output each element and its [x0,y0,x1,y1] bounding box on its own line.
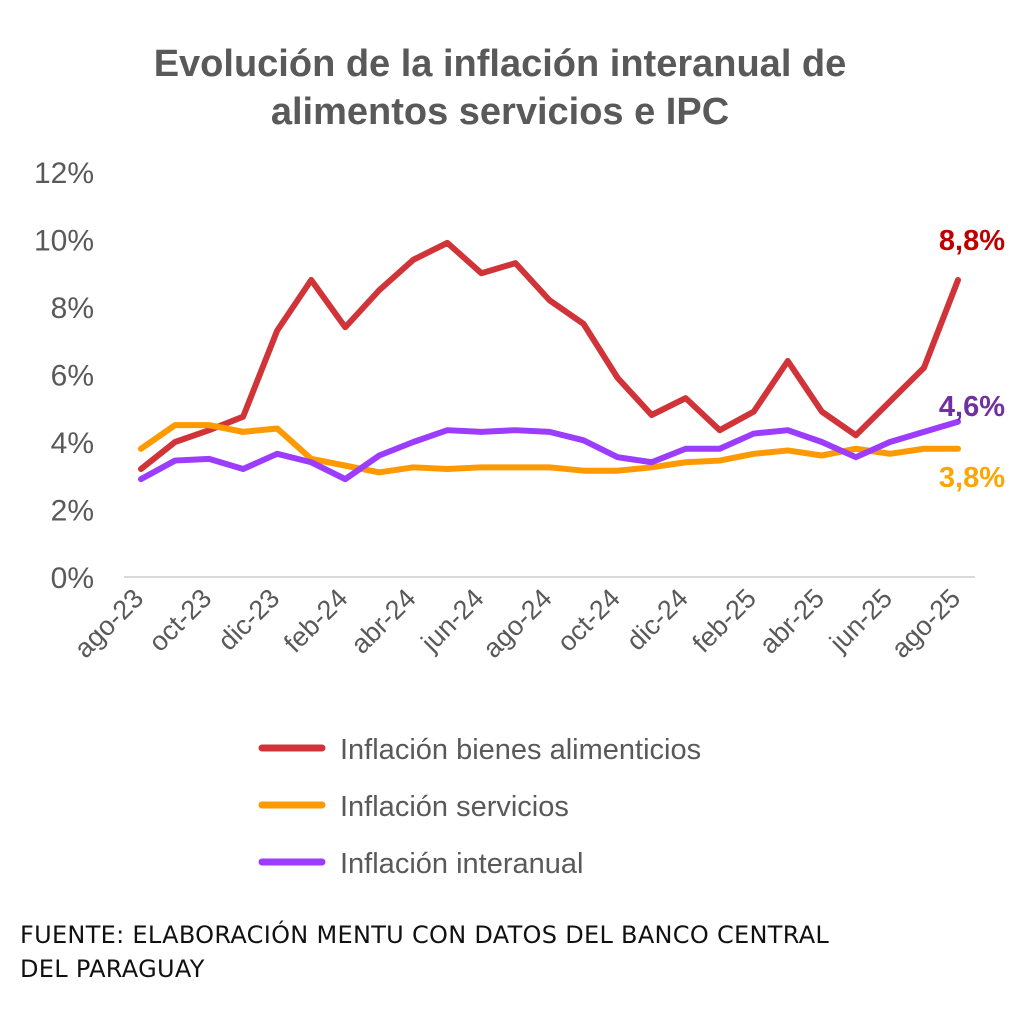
x-tick-label: ago-23 [69,583,150,664]
x-tick-label: jun-24 [415,583,490,658]
x-tick-label: oct-23 [143,583,217,657]
x-tick-label: dic-23 [212,583,285,656]
source-line-1: FUENTE: ELABORACIÓN MENTU CON DATOS DEL … [20,921,830,949]
legend-label: Inflación interanual [340,848,583,880]
end-value-label: 4,6% [939,391,1005,423]
x-tick-label: ago-24 [477,583,558,664]
y-tick-label: 12% [34,157,94,190]
y-tick-label: 4% [51,427,94,460]
x-tick-label: feb-24 [278,583,353,658]
legend-label: Inflación bienes alimenticios [340,734,701,766]
chart-title: Evolución de la inflación interanual de … [0,40,1000,136]
chart-title-line-2: alimentos servicios e IPC [270,91,730,133]
x-tick-label: dic-24 [621,583,694,656]
end-value-label: 3,8% [939,462,1005,494]
source-line-2: DEL PARAGUAY [20,955,205,983]
y-tick-label: 0% [51,562,94,595]
y-tick-label: 2% [51,495,94,528]
y-tick-label: 10% [34,225,94,258]
x-tick-label: abr-25 [754,583,830,659]
y-tick-label: 6% [51,360,94,393]
y-tick-label: 8% [51,292,94,325]
x-tick-label: abr-24 [345,583,421,659]
x-tick-label: oct-24 [552,583,626,657]
series-line-2 [138,422,961,476]
chart-title-line-1: Evolución de la inflación interanual de [153,43,847,85]
x-tick-label: jun-25 [823,583,898,658]
series-line-1 [138,239,961,472]
x-tick-label: ago-25 [886,583,967,664]
line-chart: 0% 2% 4% 6% 8% 10% 12% ago-23oct-23dic-23feb-24… [34,157,1005,880]
end-value-label: 8,8% [939,225,1005,257]
x-tick-label: feb-25 [687,583,762,658]
series-line-3 [138,418,961,483]
source-note: FUENTE: ELABORACIÓN MENTU CON DATOS DEL … [20,918,829,986]
legend-label: Inflación servicios [340,791,569,823]
